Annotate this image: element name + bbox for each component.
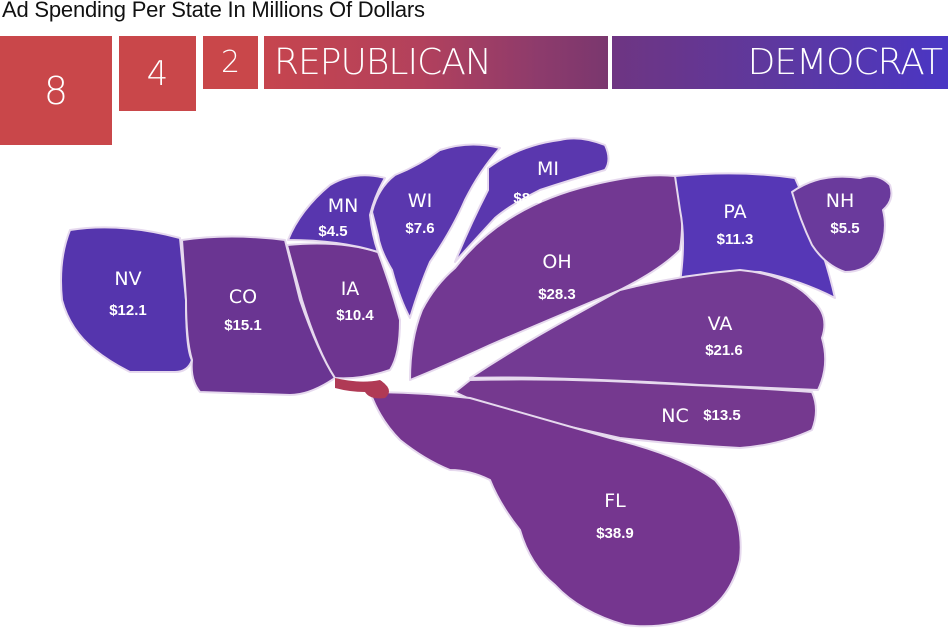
label-fl-value: $38.9 bbox=[596, 525, 634, 542]
label-pa-abbr: PA bbox=[723, 201, 746, 223]
label-va-value: $21.6 bbox=[705, 342, 743, 359]
label-va-abbr: VA bbox=[708, 313, 733, 335]
label-co-value: $15.1 bbox=[224, 317, 262, 334]
label-ia-value: $10.4 bbox=[336, 307, 374, 324]
state-wi bbox=[371, 143, 501, 319]
label-oh-abbr: OH bbox=[542, 251, 571, 273]
legend-square-8: 8 bbox=[0, 36, 112, 145]
label-co-abbr: CO bbox=[229, 286, 257, 308]
label-wi-abbr: WI bbox=[408, 190, 432, 212]
state-co bbox=[181, 235, 336, 396]
center-hub bbox=[335, 378, 389, 399]
label-ia-abbr: IA bbox=[341, 278, 360, 300]
map-title: Ad Spending Per State In Millions Of Dol… bbox=[2, 0, 425, 22]
state-mn bbox=[287, 174, 386, 253]
state-mi bbox=[454, 137, 610, 263]
label-nv-value: $12.1 bbox=[109, 302, 147, 319]
label-nc-abbr: NC bbox=[661, 405, 688, 427]
label-fl-abbr: FL bbox=[604, 490, 626, 512]
label-wi-value: $7.6 bbox=[405, 220, 434, 237]
label-nc-value: $13.5 bbox=[703, 407, 741, 424]
legend-square-4: 4 bbox=[119, 36, 196, 111]
label-oh-value: $28.3 bbox=[538, 286, 576, 303]
state-labels: NV $12.1 CO $15.1 IA $10.4 MN $4.5 WI $7… bbox=[109, 158, 859, 542]
label-nv-abbr: NV bbox=[114, 268, 141, 290]
legend-republican-bar: REPUBLICAN bbox=[264, 36, 608, 89]
label-mn-abbr: MN bbox=[328, 195, 359, 217]
legend-democrat-bar: DEMOCRAT bbox=[612, 36, 948, 89]
label-nh-abbr: NH bbox=[826, 190, 855, 212]
state-fl bbox=[369, 391, 742, 628]
state-va bbox=[469, 269, 827, 391]
legend-square-2: 2 bbox=[203, 36, 258, 89]
state-nv bbox=[60, 226, 193, 373]
state-nh bbox=[791, 175, 893, 273]
label-pa-value: $11.3 bbox=[717, 231, 754, 248]
label-mi-abbr: MI bbox=[537, 158, 559, 180]
label-nh-value: $5.5 bbox=[830, 220, 859, 237]
label-mi-value: $8.8 bbox=[513, 190, 542, 207]
label-mn-value: $4.5 bbox=[318, 223, 347, 240]
